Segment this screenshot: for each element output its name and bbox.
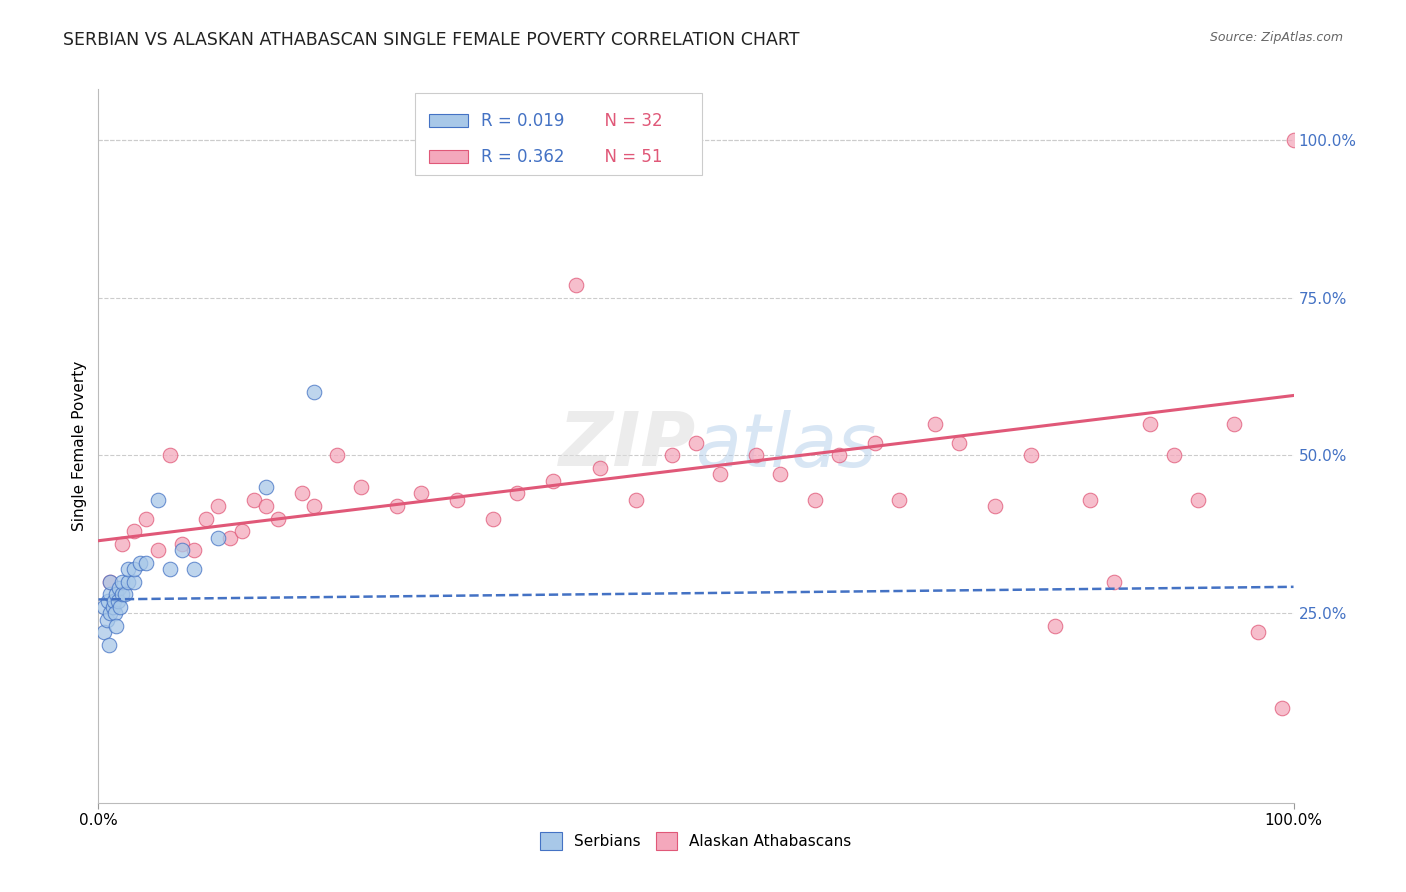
Point: [231, 524, 253, 539]
Point: [207, 531, 229, 545]
Point: [446, 492, 468, 507]
Point: [626, 492, 648, 507]
Point: [1271, 701, 1294, 715]
Text: N = 51: N = 51: [595, 148, 662, 166]
Point: [111, 537, 134, 551]
Point: [98, 638, 121, 652]
Point: [267, 511, 290, 525]
Point: [111, 587, 134, 601]
Point: [129, 556, 152, 570]
Point: [159, 449, 181, 463]
Point: [350, 480, 373, 494]
Text: ZIP: ZIP: [558, 409, 696, 483]
Point: [135, 511, 157, 525]
Point: [411, 486, 433, 500]
Point: [117, 562, 139, 576]
Point: [1019, 449, 1042, 463]
Point: [1223, 417, 1246, 431]
Point: [254, 480, 277, 494]
Point: [709, 467, 731, 482]
Point: [685, 435, 707, 450]
Point: [98, 607, 122, 621]
Point: [195, 511, 218, 525]
Y-axis label: Single Female Poverty: Single Female Poverty: [72, 361, 87, 531]
Point: [565, 277, 588, 292]
Point: [98, 574, 122, 589]
Point: [889, 492, 911, 507]
Text: Source: ZipAtlas.com: Source: ZipAtlas.com: [1209, 31, 1343, 45]
Point: [302, 385, 325, 400]
Text: SERBIAN VS ALASKAN ATHABASCAN SINGLE FEMALE POVERTY CORRELATION CHART: SERBIAN VS ALASKAN ATHABASCAN SINGLE FEM…: [63, 31, 800, 49]
Point: [984, 499, 1007, 513]
Point: [124, 574, 146, 589]
Point: [159, 562, 181, 576]
Point: [1163, 449, 1185, 463]
Point: [172, 543, 194, 558]
Point: [924, 417, 946, 431]
Point: [96, 613, 118, 627]
Point: [207, 499, 229, 513]
Point: [481, 511, 505, 525]
Point: [97, 593, 120, 607]
Point: [107, 581, 129, 595]
Point: [768, 467, 790, 482]
Point: [98, 574, 122, 589]
Point: [302, 499, 325, 513]
Point: [124, 524, 146, 539]
Point: [135, 556, 157, 570]
Point: [1104, 574, 1126, 589]
Point: [1080, 492, 1102, 507]
Point: [326, 449, 349, 463]
Point: [541, 474, 564, 488]
Text: R = 0.019: R = 0.019: [481, 112, 564, 130]
FancyBboxPatch shape: [429, 114, 468, 127]
Point: [103, 593, 125, 607]
Point: [111, 574, 134, 589]
Point: [93, 625, 115, 640]
Point: [1043, 619, 1066, 633]
Text: atlas: atlas: [696, 410, 877, 482]
Legend: Serbians, Alaskan Athabascans: Serbians, Alaskan Athabascans: [534, 826, 858, 855]
Point: [101, 600, 124, 615]
Point: [506, 486, 529, 500]
Point: [948, 435, 970, 450]
Point: [114, 587, 136, 601]
Text: R = 0.362: R = 0.362: [481, 148, 564, 166]
Point: [1247, 625, 1270, 640]
FancyBboxPatch shape: [429, 150, 468, 162]
Point: [105, 587, 128, 601]
Text: N = 32: N = 32: [595, 112, 664, 130]
Point: [172, 537, 194, 551]
Point: [385, 499, 409, 513]
Point: [117, 574, 139, 589]
Point: [104, 607, 127, 621]
Point: [183, 562, 205, 576]
Point: [98, 587, 122, 601]
Point: [108, 600, 131, 615]
Point: [148, 543, 170, 558]
Point: [93, 600, 115, 615]
Point: [828, 449, 851, 463]
Point: [243, 492, 266, 507]
FancyBboxPatch shape: [415, 93, 702, 175]
Point: [865, 435, 887, 450]
Point: [804, 492, 827, 507]
Point: [589, 461, 612, 475]
Point: [291, 486, 314, 500]
Point: [148, 492, 170, 507]
Point: [105, 619, 128, 633]
Point: [124, 562, 146, 576]
Point: [661, 449, 683, 463]
Point: [219, 531, 242, 545]
Point: [254, 499, 277, 513]
Point: [1282, 133, 1305, 147]
Point: [107, 593, 129, 607]
Point: [745, 449, 768, 463]
Point: [1139, 417, 1161, 431]
Point: [183, 543, 205, 558]
Point: [1187, 492, 1209, 507]
